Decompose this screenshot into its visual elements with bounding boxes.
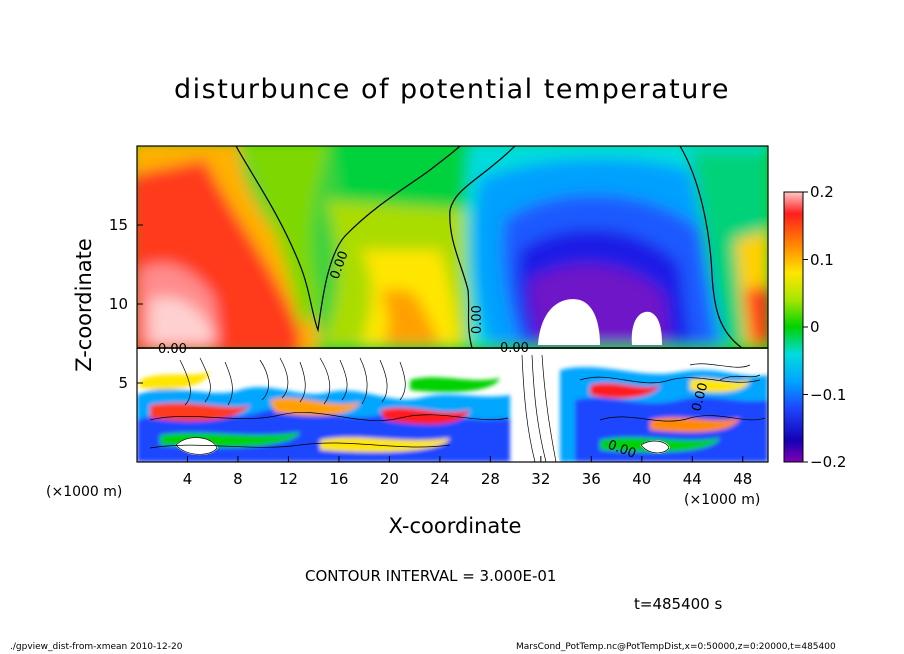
contour-label: 0.00 [689, 381, 711, 413]
x-tick-label: 44 [682, 470, 702, 488]
x-tick-label: 36 [581, 470, 601, 488]
x-tick-label: 32 [531, 470, 551, 488]
colorbar-tick-label: 0.2 [810, 183, 834, 201]
x-tick-label: 24 [430, 470, 450, 488]
contour-label: 0.00 [470, 305, 485, 334]
colorbar-tick-label: 0 [810, 318, 820, 336]
time-stamp: t=485400 s [634, 595, 723, 613]
y-tick-label: 5 [118, 374, 128, 392]
colorbar-tick-label: −0.1 [810, 385, 847, 404]
footer-data-source: MarsCond_PotTemp.nc@PotTempDist,x=0:5000… [516, 642, 836, 652]
colorbar-tick-label: 0.1 [810, 250, 834, 269]
x-tick-label: 8 [233, 470, 243, 488]
contour-label: 0.00 [500, 341, 529, 356]
x-tick-label: 12 [278, 470, 298, 488]
contour-field [137, 146, 768, 462]
x-tick-label: 4 [182, 470, 193, 488]
footer-script-info: ./gpview_dist-from-xmean 2010-12-20 [10, 642, 183, 652]
x-axis-label: X-coordinate [388, 514, 522, 538]
y-tick-label: 15 [108, 216, 128, 234]
contour-interval-note: CONTOUR INTERVAL = 3.000E-01 [305, 567, 557, 585]
colorbar-tick-label: −0.2 [810, 453, 847, 471]
x-tick-label: 16 [329, 470, 349, 488]
x-tick-label: 48 [733, 470, 753, 488]
x-tick-label: 28 [480, 470, 500, 488]
colorbar [783, 191, 804, 463]
x-tick-label: 20 [379, 470, 399, 488]
x-tick-label: 40 [632, 470, 652, 488]
x-unit-label-left: (×1000 m) [46, 484, 123, 500]
chart-title: disturbunce of potential temperature [174, 74, 730, 105]
y-tick-label: 10 [108, 295, 128, 313]
x-unit-label-right: (×1000 m) [684, 492, 761, 508]
contour-label: 0.00 [158, 342, 187, 357]
